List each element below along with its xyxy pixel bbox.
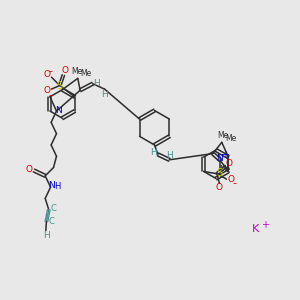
Text: Me: Me xyxy=(218,131,229,140)
Text: O: O xyxy=(44,86,51,95)
Text: O: O xyxy=(61,66,68,75)
Text: S: S xyxy=(57,80,63,91)
Text: O: O xyxy=(26,165,33,174)
Text: +: + xyxy=(261,220,269,230)
Text: S: S xyxy=(216,168,222,178)
Text: N: N xyxy=(216,154,223,164)
Text: N: N xyxy=(56,106,62,115)
Text: H: H xyxy=(166,151,173,160)
Text: -: - xyxy=(232,178,236,188)
Text: N: N xyxy=(48,181,55,190)
Text: H: H xyxy=(101,90,108,99)
Text: +: + xyxy=(221,150,230,160)
Text: H: H xyxy=(43,230,50,239)
Text: Me: Me xyxy=(80,69,92,78)
Text: Me: Me xyxy=(71,67,82,76)
Text: -: - xyxy=(48,90,52,100)
Text: Me: Me xyxy=(220,165,231,174)
Text: O: O xyxy=(215,183,222,192)
Text: -: - xyxy=(48,66,52,76)
Text: H: H xyxy=(150,148,157,157)
Text: C: C xyxy=(51,204,56,213)
Text: K: K xyxy=(252,224,259,234)
Text: O: O xyxy=(44,70,51,79)
Text: C: C xyxy=(48,217,54,226)
Text: H: H xyxy=(54,182,60,191)
Text: O: O xyxy=(227,175,234,184)
Text: Me: Me xyxy=(225,134,236,143)
Text: H: H xyxy=(93,79,100,88)
Text: O: O xyxy=(226,160,233,169)
